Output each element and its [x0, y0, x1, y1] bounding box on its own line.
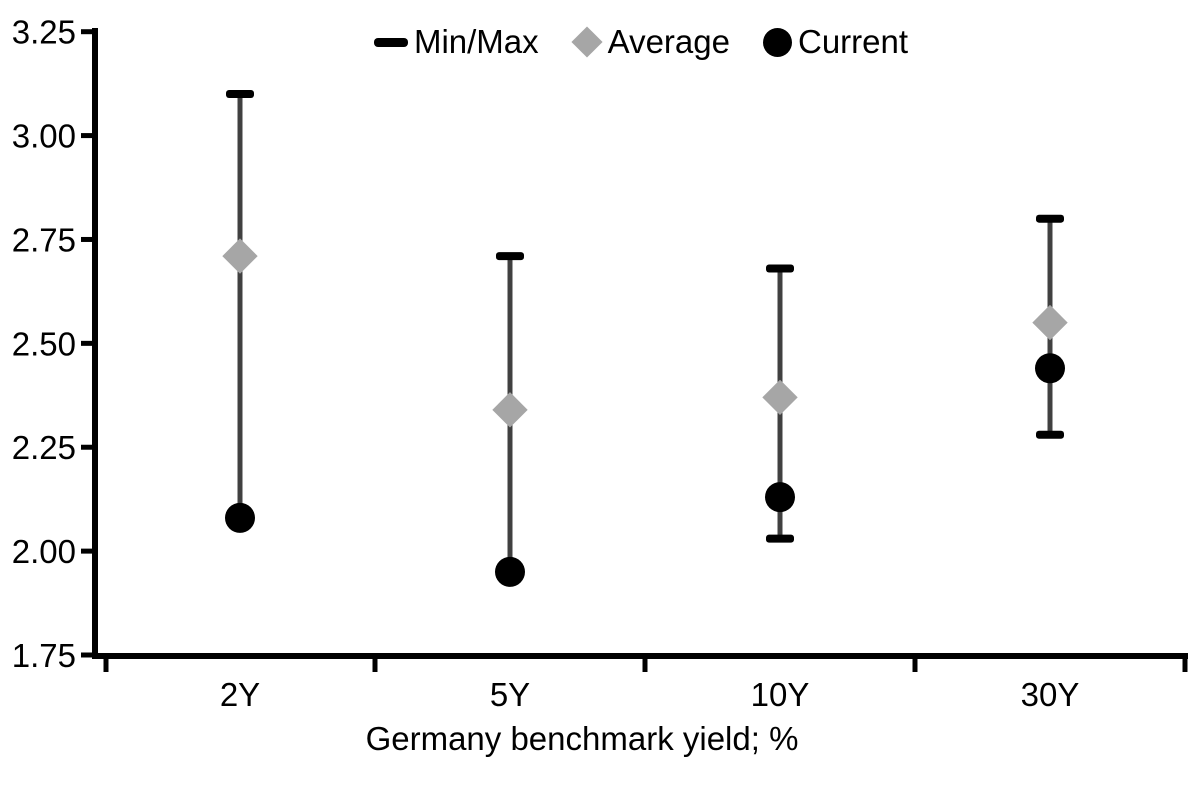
y-tick-label-3.00: 3.00	[12, 118, 76, 155]
y-tick-label-2.00: 2.00	[12, 533, 76, 570]
current-marker-2Y	[225, 502, 255, 533]
y-tick-label-2.75: 2.75	[12, 221, 76, 258]
x-category-label-30Y: 30Y	[1021, 676, 1080, 713]
max-cap-5Y	[496, 252, 524, 261]
x-axis-title: Germany benchmark yield; %	[365, 720, 799, 757]
average-marker-5Y	[492, 392, 528, 428]
x-category-label-2Y: 2Y	[220, 676, 260, 713]
legend-item-current: Current	[762, 23, 909, 61]
y-tick-label-1.75: 1.75	[12, 637, 76, 674]
min-cap-10Y	[766, 534, 794, 543]
legend-label-current: Current	[797, 23, 909, 60]
current-marker-30Y	[1035, 353, 1065, 384]
legend-item-average: Average	[571, 23, 730, 61]
x-category-label-5Y: 5Y	[490, 676, 530, 713]
minmax-dash-icon	[373, 37, 408, 47]
legend-item-minmax: Min/Max	[373, 23, 539, 61]
current-circle-icon	[762, 27, 792, 57]
x-category-label-10Y: 10Y	[751, 676, 810, 713]
legend-label-minmax: Min/Max	[413, 23, 539, 60]
current-marker-10Y	[765, 482, 795, 513]
legend: Min/Max Average Current	[95, 22, 1187, 62]
y-tick-label-2.50: 2.50	[12, 325, 76, 362]
legend-label-average: Average	[607, 23, 730, 60]
y-tick-label-2.25: 2.25	[12, 429, 76, 466]
average-diamond-icon	[571, 26, 603, 58]
average-marker-30Y	[1032, 304, 1068, 341]
max-cap-2Y	[226, 90, 254, 99]
average-marker-10Y	[762, 379, 798, 416]
average-marker-2Y	[222, 238, 258, 274]
y-tick-label-3.25: 3.25	[12, 14, 76, 51]
max-cap-10Y	[766, 264, 794, 273]
current-marker-5Y	[495, 556, 525, 587]
min-cap-30Y	[1036, 430, 1064, 439]
max-cap-30Y	[1036, 214, 1064, 223]
